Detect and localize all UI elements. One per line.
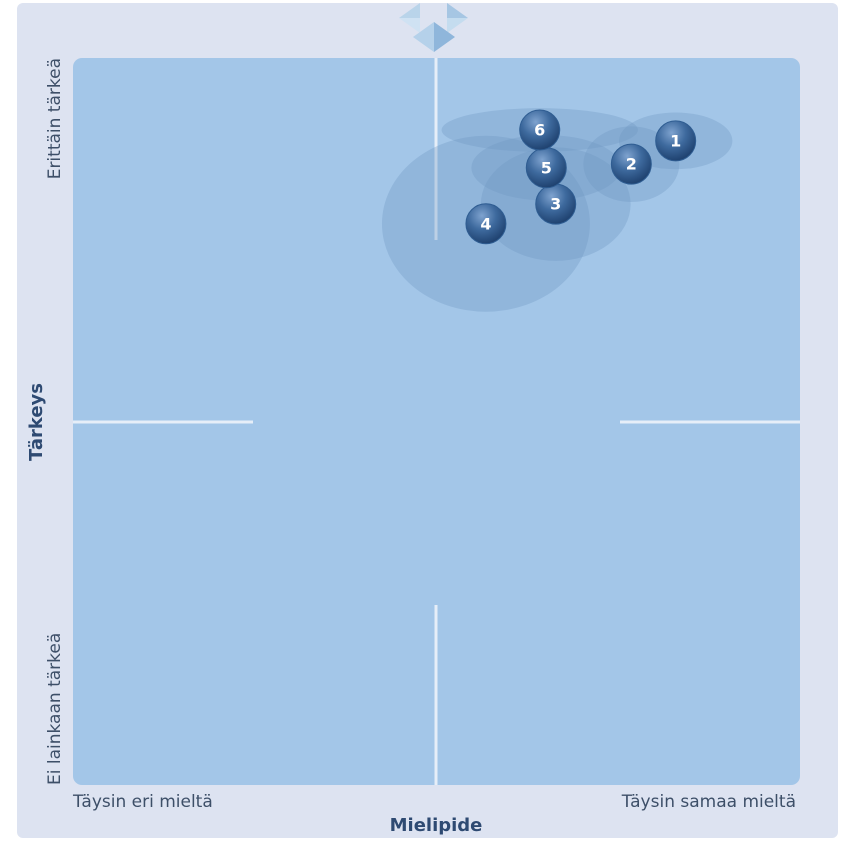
x-axis-label: Mielipide (390, 815, 483, 836)
bubble-label: 6 (534, 120, 545, 139)
bubble (655, 120, 697, 162)
logo (399, 3, 468, 52)
bubble-label: 3 (550, 195, 561, 214)
plot-area (73, 58, 800, 785)
quadrant-lines (73, 58, 800, 785)
bubble-label: 2 (626, 155, 637, 174)
y-tick-label: Ei lainkaan tärkeä (45, 633, 65, 785)
bubble-label: 5 (541, 158, 552, 177)
y-tick-label: Erittäin tärkeä (45, 58, 65, 179)
bubble (610, 143, 652, 185)
y-axis-label: Tärkeys (26, 383, 47, 461)
bubble-label: 1 (670, 131, 681, 150)
bubble (519, 109, 561, 151)
x-tick-label: Täysin samaa mieltä (621, 792, 796, 812)
bubble (465, 203, 507, 245)
bubble-label: 4 (480, 214, 491, 233)
x-tick-label: Täysin eri mieltä (72, 792, 213, 812)
